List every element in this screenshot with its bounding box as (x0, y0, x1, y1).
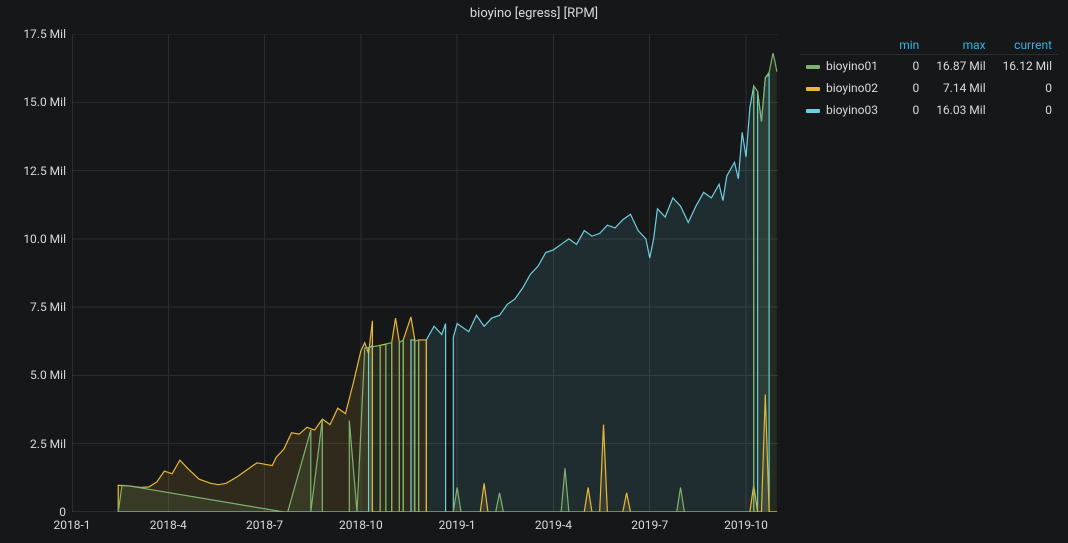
y-tick-label: 12.5 Mil (23, 164, 66, 178)
x-tick-label: 2018-10 (339, 518, 383, 532)
legend-value-min: 0 (891, 99, 926, 121)
y-tick-label: 17.5 Mil (23, 27, 66, 41)
legend-value-min: 0 (891, 55, 926, 78)
legend-col-min: min (891, 36, 926, 55)
legend: min max current bioyino01016.87 Mil16.12… (800, 36, 1058, 121)
legend-col-max: max (925, 36, 991, 55)
legend-item-bioyino02[interactable]: bioyino02 07.14 Mil0 (800, 77, 1058, 99)
y-tick-label: 7.5 Mil (30, 300, 66, 314)
chart-panel: bioyino [egress] [RPM] 0 2.5 Mil 5.0 Mil 7.… (0, 0, 1068, 543)
chart-plot-area[interactable] (72, 34, 778, 512)
legend-value-max: 16.87 Mil (925, 55, 991, 78)
x-tick-label: 2018-1 (53, 518, 90, 532)
y-tick-label: 10.0 Mil (23, 232, 66, 246)
legend-item-bioyino01[interactable]: bioyino01 016.87 Mil16.12 Mil (800, 55, 1058, 78)
legend-value-current: 16.12 Mil (992, 55, 1058, 78)
legend-swatch (806, 65, 820, 69)
y-tick-label: 2.5 Mil (30, 437, 66, 451)
x-tick-label: 2019-10 (724, 518, 768, 532)
legend-item-bioyino03[interactable]: bioyino03 016.03 Mil0 (800, 99, 1058, 121)
legend-value-max: 16.03 Mil (925, 99, 991, 121)
y-tick-label: 5.0 Mil (30, 368, 66, 382)
x-tick-label: 2019-4 (535, 518, 572, 532)
x-tick-label: 2019-1 (439, 518, 476, 532)
x-tick-label: 2018-4 (150, 518, 187, 532)
x-tick-label: 2018-7 (246, 518, 283, 532)
x-tick-label: 2019-7 (631, 518, 668, 532)
legend-header-row: min max current (800, 36, 1058, 55)
legend-col-current: current (992, 36, 1058, 55)
legend-series-label: bioyino01 (826, 59, 878, 73)
legend-series-label: bioyino03 (826, 103, 878, 117)
y-tick-label: 15.0 Mil (23, 95, 66, 109)
legend-value-current: 0 (992, 99, 1058, 121)
legend-swatch (806, 109, 820, 113)
legend-value-current: 0 (992, 77, 1058, 99)
legend-series-label: bioyino02 (826, 81, 878, 95)
legend-swatch (806, 87, 820, 91)
legend-value-min: 0 (891, 77, 926, 99)
chart-title: bioyino [egress] [RPM] (0, 6, 1068, 21)
y-tick-label: 0 (59, 505, 66, 519)
legend-value-max: 7.14 Mil (925, 77, 991, 99)
